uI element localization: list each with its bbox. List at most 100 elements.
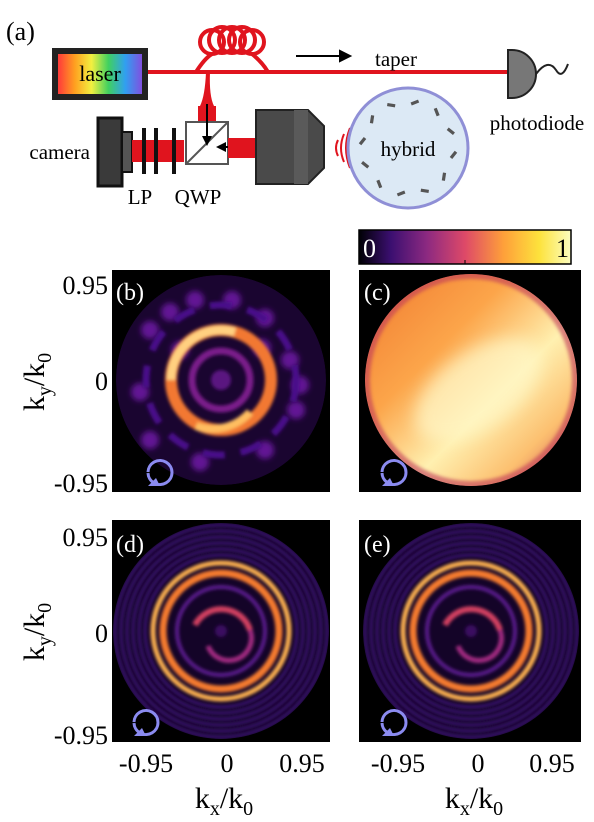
- polarization-arrowheads: [134, 478, 394, 736]
- y-label-div-2: /k: [18, 613, 51, 636]
- fringe-ring: [393, 553, 549, 709]
- panel-label-d: (d): [116, 532, 144, 558]
- panel-e: (e): [359, 520, 581, 742]
- panel-e-rings: [363, 523, 579, 739]
- lp-plate-2: [154, 128, 158, 174]
- y-label-div: /k: [18, 363, 51, 386]
- photodiode: photodiode: [490, 49, 585, 135]
- lp-plate: [142, 128, 146, 174]
- panel-d-rings: [113, 523, 329, 739]
- x-tick-right-2: 0: [472, 749, 485, 778]
- panel-b: (b): [112, 270, 330, 492]
- x-label-sub1-2: x: [460, 798, 470, 820]
- y-tick-top-1: 0.95: [63, 271, 109, 300]
- fringe-ring: [113, 523, 329, 739]
- beamsplitter: [185, 104, 250, 165]
- fringe-ring: [369, 529, 573, 733]
- taper-label: taper: [375, 47, 417, 71]
- fringe-ring: [125, 535, 317, 727]
- y-axis-top: 0.95 0 -0.95 ky/k0: [18, 271, 108, 498]
- panel-c: (c): [359, 270, 581, 492]
- y-tick-bottom-1: 0.95: [63, 523, 109, 552]
- fringe-ring: [131, 541, 311, 721]
- y-axis-label-bottom: ky/k0: [18, 603, 56, 661]
- hybrid-pillar: [361, 161, 370, 169]
- laser-label: laser: [79, 61, 121, 86]
- speckle-blob: [141, 321, 159, 339]
- speckle-blob: [141, 431, 159, 449]
- x-label-div: /k: [220, 782, 243, 815]
- y-tick-top-2: 0: [95, 367, 108, 396]
- x-label-sub2: 0: [243, 798, 253, 820]
- speckle-blob: [186, 291, 204, 309]
- fiber: [148, 25, 508, 74]
- lp-label: LP: [128, 185, 153, 209]
- speckle-blob: [161, 303, 179, 321]
- fringe-ring: [387, 547, 555, 715]
- hybrid-pillar: [441, 172, 447, 181]
- panel-label-c: (c): [364, 280, 391, 306]
- y-label-k-2: k: [18, 646, 51, 661]
- beam-to-objective: [228, 138, 256, 158]
- colorbar: 0 1: [358, 229, 572, 265]
- x-label-sub1: x: [210, 798, 220, 820]
- x-label-k: k: [195, 782, 210, 815]
- hybrid-pillar: [420, 188, 429, 194]
- propagation-arrow: [296, 49, 353, 63]
- setup-schematic: (a) taper laser photodiode: [6, 17, 585, 210]
- fringe-ring: [137, 547, 305, 715]
- y-label-sub1-2: y: [34, 636, 56, 646]
- photodiode-label: photodiode: [490, 111, 585, 135]
- speckle-blob: [287, 401, 305, 419]
- hybrid-pillars: [358, 99, 458, 197]
- y-tick-bottom-2: 0: [95, 619, 108, 648]
- x-tick-right-3: 0.95: [529, 749, 575, 778]
- fiber-drop: [200, 72, 214, 106]
- fringe-ring: [363, 523, 579, 739]
- hybrid-pillar: [358, 137, 367, 146]
- hybrid-pillar: [369, 115, 375, 124]
- camera: camera: [29, 116, 133, 188]
- inner-ring: [425, 585, 517, 677]
- x-tick-left-3: 0.95: [279, 749, 325, 778]
- x-label-div-2: /k: [470, 782, 493, 815]
- colorbar-max: 1: [556, 234, 569, 263]
- qwp-plate: [172, 128, 176, 174]
- laser: laser: [52, 48, 148, 100]
- speckle-blob: [281, 351, 299, 369]
- y-label-sub2-2: 0: [34, 603, 56, 613]
- x-label-sub2-2: 0: [493, 798, 503, 820]
- x-axis-left: -0.95 0 0.95 kx/k0: [119, 749, 325, 820]
- x-axis-label-left: kx/k0: [195, 782, 253, 820]
- y-tick-bottom-3: -0.95: [54, 721, 108, 750]
- panel-d: (d): [112, 520, 330, 742]
- qwp-label: QWP: [175, 185, 222, 209]
- hybrid-pillar: [410, 99, 420, 106]
- hybrid-pillar: [446, 127, 455, 135]
- x-axis-right: -0.95 0 0.95 kx/k0: [371, 749, 575, 820]
- fringe-ring: [375, 535, 567, 727]
- hybrid-pillar: [433, 107, 440, 117]
- fringe-ring: [119, 529, 323, 733]
- y-tick-top-3: -0.95: [54, 469, 108, 498]
- hybrid-cavity: hybrid: [346, 86, 470, 210]
- objective: [255, 109, 325, 185]
- y-label-k: k: [18, 396, 51, 411]
- y-axis-bottom: 0.95 0 -0.95 ky/k0: [18, 523, 108, 750]
- fringe-ring: [143, 553, 299, 709]
- speckle-blob: [131, 383, 149, 401]
- panel-label-a: (a): [6, 17, 35, 46]
- y-label-sub1: y: [34, 386, 56, 396]
- hybrid-pillar: [376, 179, 383, 189]
- camera-label: camera: [29, 140, 90, 164]
- speckle-blob: [191, 453, 209, 471]
- panel-label-e: (e): [364, 532, 391, 558]
- fringe-ring: [381, 541, 561, 721]
- x-axis-label-right: kx/k0: [445, 782, 503, 820]
- hybrid-label: hybrid: [381, 137, 436, 161]
- colorbar-min: 0: [363, 234, 376, 263]
- hybrid-pillar: [449, 150, 458, 159]
- hybrid-pillar: [396, 190, 406, 197]
- inner-ring: [175, 585, 267, 677]
